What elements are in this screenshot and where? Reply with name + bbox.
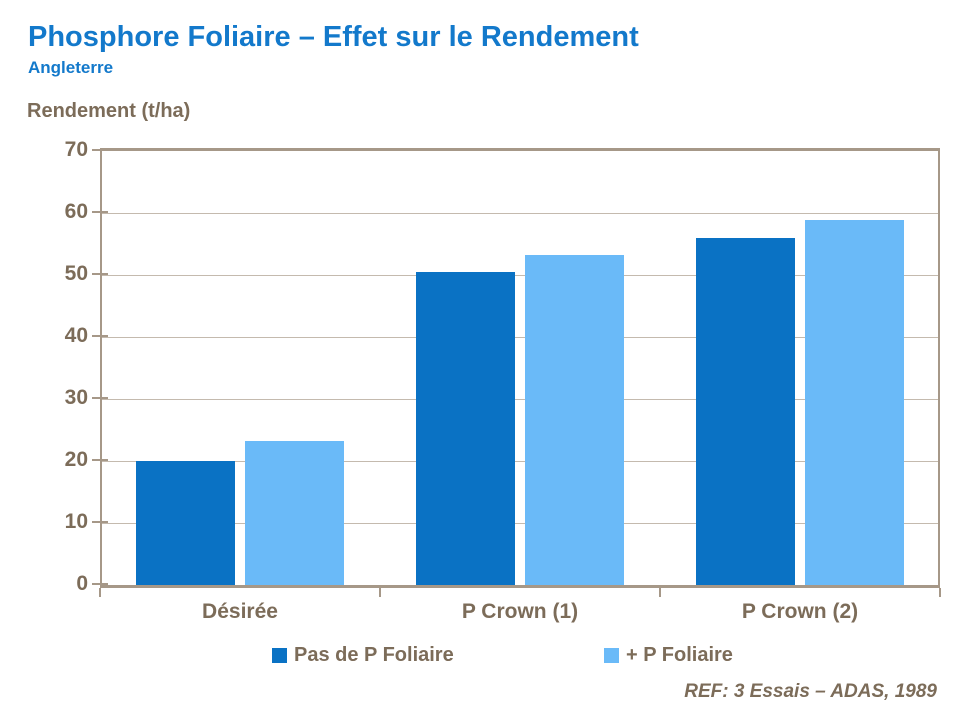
category-label-p-crown-1: P Crown (1) bbox=[461, 600, 579, 623]
category-label-desiree: Désirée bbox=[202, 600, 278, 623]
y-tick-mark bbox=[92, 520, 108, 523]
reference-text: REF: 3 Essais – ADAS, 1989 bbox=[684, 681, 937, 702]
chart-title: Phosphore Foliaire – Effet sur le Rendem… bbox=[28, 21, 639, 53]
bar bbox=[696, 237, 795, 585]
y-tick-label: 20 bbox=[64, 447, 88, 471]
gridline bbox=[102, 522, 938, 524]
bar bbox=[245, 441, 344, 585]
legend-item-plus-p-foliaire: + P Foliaire bbox=[604, 644, 733, 667]
legend-label-plus-p-foliaire: + P Foliaire bbox=[626, 644, 733, 666]
category-label-p-crown-2: P Crown (2) bbox=[741, 600, 859, 623]
bar bbox=[416, 271, 515, 585]
x-tick-mark bbox=[939, 588, 941, 597]
y-tick-label: 40 bbox=[64, 323, 88, 347]
y-tick-label: 50 bbox=[64, 261, 88, 285]
y-tick-mark bbox=[92, 334, 108, 337]
y-tick-label: 70 bbox=[64, 137, 88, 161]
y-tick-mark bbox=[92, 458, 108, 461]
gridline bbox=[102, 212, 938, 214]
y-tick-mark bbox=[92, 582, 108, 585]
legend-label-pas-de-p-foliaire: Pas de P Foliaire bbox=[294, 644, 454, 666]
y-tick-label: 10 bbox=[64, 509, 88, 533]
chart-subtitle: Angleterre bbox=[28, 58, 114, 77]
y-tick-label: 60 bbox=[64, 199, 88, 223]
gridline bbox=[102, 274, 938, 276]
y-tick-label: 30 bbox=[64, 385, 88, 409]
legend-swatch-light-blue bbox=[604, 648, 619, 663]
y-tick-mark bbox=[92, 210, 108, 213]
x-tick-mark bbox=[659, 588, 661, 597]
bar bbox=[136, 461, 235, 585]
y-tick-mark bbox=[92, 396, 108, 399]
y-axis-tick-labels: 0 10 20 30 40 50 60 70 bbox=[0, 138, 88, 595]
y-tick-mark bbox=[92, 272, 108, 275]
x-axis-labels: Désirée P Crown (1) P Crown (2) bbox=[100, 600, 940, 624]
x-tick-mark bbox=[99, 588, 101, 597]
gridline bbox=[102, 460, 938, 462]
y-axis-title: Rendement (t/ha) bbox=[27, 100, 191, 122]
y-tick-mark bbox=[92, 148, 108, 151]
legend-item-pas-de-p-foliaire: Pas de P Foliaire bbox=[272, 644, 454, 667]
x-tick-mark bbox=[379, 588, 381, 597]
gridline bbox=[102, 336, 938, 338]
gridline bbox=[102, 398, 938, 400]
y-tick-label: 0 bbox=[76, 571, 88, 595]
legend-swatch-dark-blue bbox=[272, 648, 287, 663]
bar bbox=[525, 254, 624, 585]
plot-area bbox=[100, 148, 940, 588]
bar bbox=[805, 219, 904, 585]
